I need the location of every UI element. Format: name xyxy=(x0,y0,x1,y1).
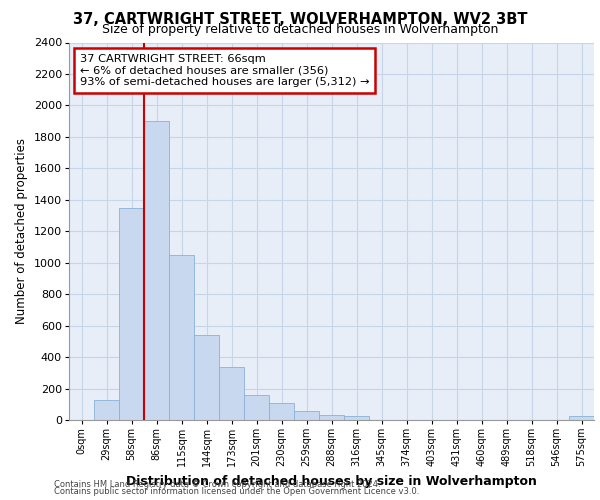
Bar xyxy=(569,416,594,420)
Text: 37, CARTWRIGHT STREET, WOLVERHAMPTON, WV2 3BT: 37, CARTWRIGHT STREET, WOLVERHAMPTON, WV… xyxy=(73,12,527,28)
Text: Size of property relative to detached houses in Wolverhampton: Size of property relative to detached ho… xyxy=(102,24,498,36)
Bar xyxy=(119,208,144,420)
Bar xyxy=(244,395,269,420)
Bar xyxy=(194,335,219,420)
Text: 37 CARTWRIGHT STREET: 66sqm
← 6% of detached houses are smaller (356)
93% of sem: 37 CARTWRIGHT STREET: 66sqm ← 6% of deta… xyxy=(79,54,369,87)
Bar xyxy=(144,121,169,420)
Bar xyxy=(344,416,369,420)
Bar xyxy=(219,368,244,420)
Bar xyxy=(169,255,194,420)
Text: Contains public sector information licensed under the Open Government Licence v3: Contains public sector information licen… xyxy=(54,487,419,496)
Bar xyxy=(294,410,319,420)
Bar xyxy=(269,404,294,420)
Text: Contains HM Land Registry data © Crown copyright and database right 2024.: Contains HM Land Registry data © Crown c… xyxy=(54,480,380,489)
X-axis label: Distribution of detached houses by size in Wolverhampton: Distribution of detached houses by size … xyxy=(126,475,537,488)
Bar xyxy=(94,400,119,420)
Bar xyxy=(319,416,344,420)
Y-axis label: Number of detached properties: Number of detached properties xyxy=(15,138,28,324)
